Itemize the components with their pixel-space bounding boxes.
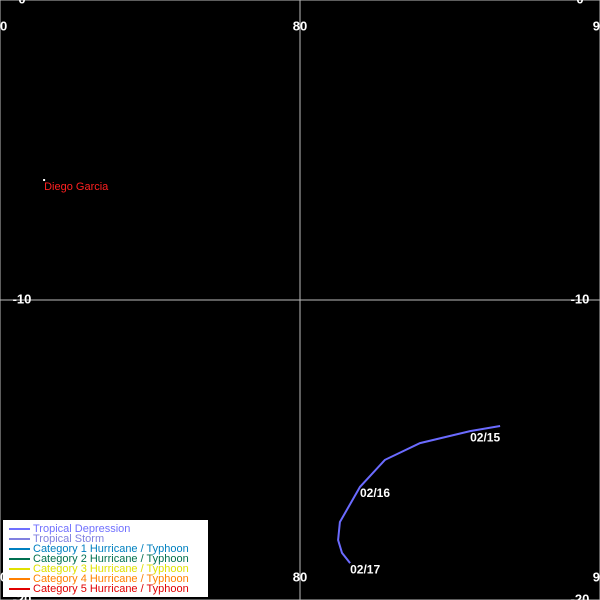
legend-label: Category 5 Hurricane / Typhoon — [33, 583, 189, 595]
legend-label: Tropical Storm — [33, 533, 104, 545]
lon-label: 70 — [0, 18, 7, 33]
station-marker — [43, 179, 46, 181]
legend-label: Category 2 Hurricane / Typhoon — [33, 553, 189, 565]
station-label: Diego Garcia — [44, 181, 109, 193]
lon-label: 90 — [593, 569, 600, 584]
lat-label: 0 — [18, 0, 25, 6]
lat-label: -10 — [571, 291, 590, 306]
lon-label: 80 — [293, 569, 307, 584]
date-label: 02/16 — [360, 486, 390, 500]
lat-label: 0 — [576, 0, 583, 6]
legend-box — [3, 520, 208, 597]
date-label: 02/17 — [350, 562, 380, 576]
legend-label: Tropical Depression — [33, 523, 130, 535]
lon-label: 80 — [293, 18, 307, 33]
legend-label: Category 1 Hurricane / Typhoon — [33, 543, 189, 555]
storm-track — [337, 425, 501, 564]
lat-label: -20 — [571, 591, 590, 600]
date-label: 02/15 — [470, 430, 500, 444]
lat-label: -10 — [13, 291, 32, 306]
legend-label: Category 4 Hurricane / Typhoon — [33, 573, 189, 585]
lon-label: 90 — [593, 18, 600, 33]
legend-label: Category 3 Hurricane / Typhoon — [33, 563, 189, 575]
